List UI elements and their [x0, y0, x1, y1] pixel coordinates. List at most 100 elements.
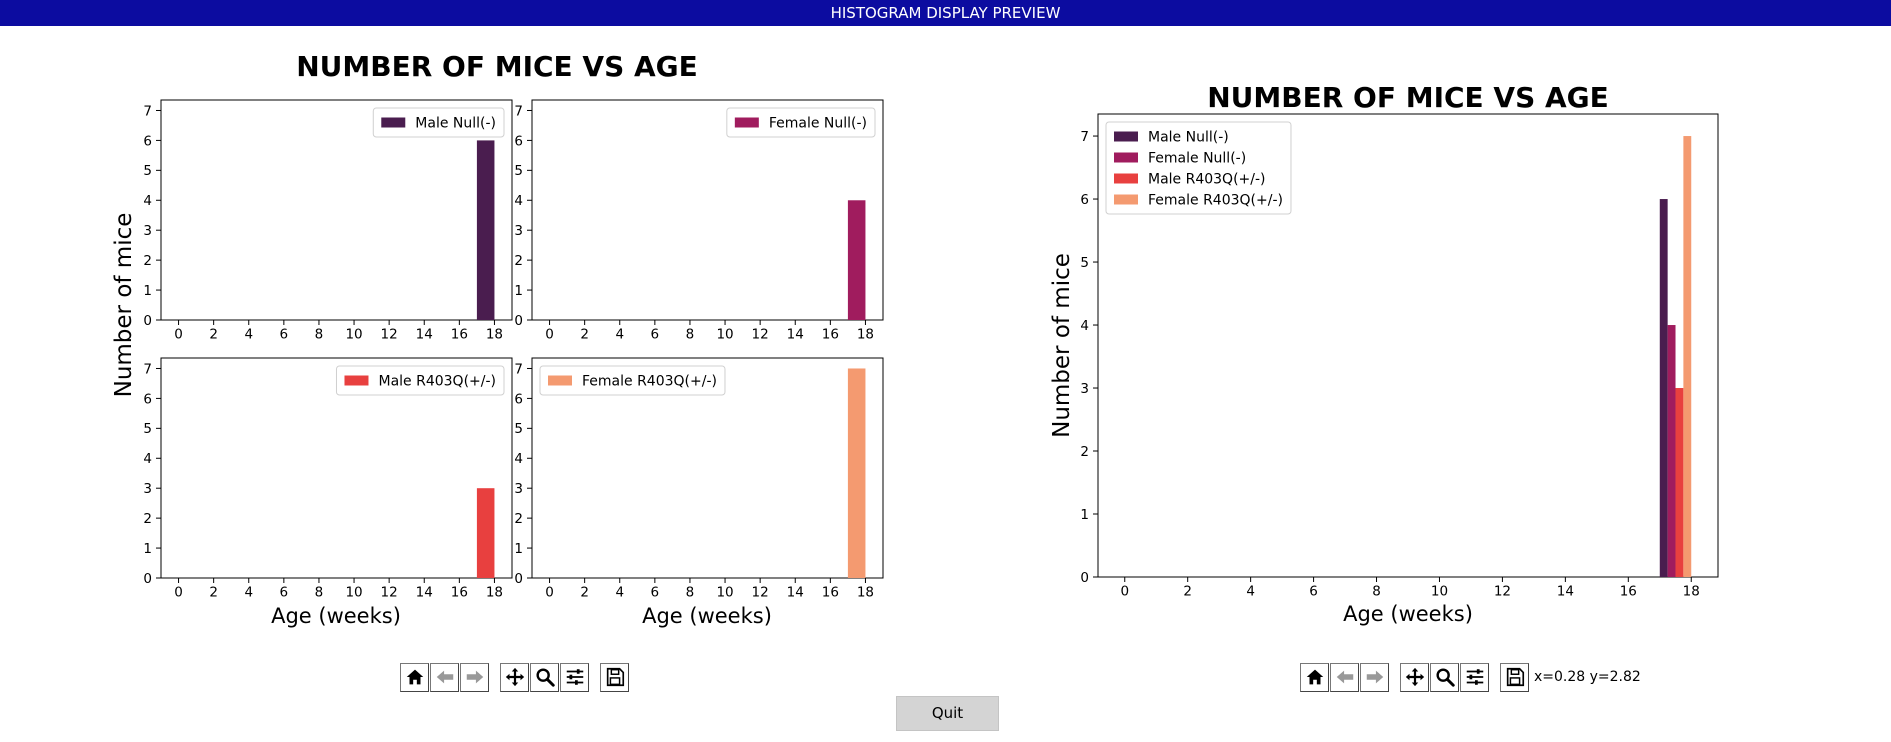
- back-button[interactable]: [430, 662, 459, 692]
- x-tick-label: 4: [615, 327, 624, 343]
- x-tick-label: 18: [1683, 584, 1700, 600]
- right-figure-title: NUMBER OF MICE VS AGE: [1207, 81, 1609, 114]
- floppy-disk-icon: [1506, 667, 1524, 687]
- left-x-axis-label-2: Age (weeks): [642, 604, 772, 628]
- x-tick-label: 12: [381, 585, 398, 601]
- y-tick-label: 5: [514, 163, 523, 179]
- right-y-axis-label: Number of mice: [1049, 253, 1075, 438]
- y-tick-label: 3: [514, 481, 523, 497]
- legend-label: Female Null(-): [1148, 151, 1246, 167]
- x-tick-label: 18: [857, 327, 874, 343]
- y-tick-label: 1: [514, 283, 523, 299]
- x-tick-label: 6: [651, 327, 660, 343]
- pan-button[interactable]: [1400, 662, 1429, 692]
- y-tick-label: 4: [514, 193, 523, 209]
- y-tick-label: 3: [514, 223, 523, 239]
- y-tick-label: 5: [143, 421, 152, 437]
- x-tick-label: 18: [857, 585, 874, 601]
- x-tick-label: 0: [1120, 584, 1129, 600]
- configure-subplots-button[interactable]: [560, 662, 589, 692]
- save-figure-button[interactable]: [600, 662, 629, 692]
- x-tick-label: 10: [1431, 584, 1448, 600]
- y-tick-label: 3: [143, 481, 152, 497]
- y-tick-label: 5: [514, 421, 523, 437]
- save-figure-button[interactable]: [1500, 662, 1529, 692]
- x-tick-label: 8: [315, 585, 324, 601]
- quit-button[interactable]: Quit: [896, 696, 999, 731]
- forward-button[interactable]: [460, 662, 489, 692]
- y-tick-label: 2: [143, 253, 152, 269]
- x-tick-label: 16: [451, 327, 468, 343]
- legend-label: Female R403Q(+/-): [582, 374, 717, 390]
- x-tick-label: 2: [580, 327, 589, 343]
- x-tick-label: 4: [244, 327, 253, 343]
- legend-box: [1105, 121, 1292, 215]
- y-tick-label: 4: [143, 451, 152, 467]
- histogram-bar: [476, 140, 495, 320]
- y-tick-label: 2: [514, 253, 523, 269]
- x-tick-label: 2: [209, 327, 218, 343]
- y-tick-label: 6: [1080, 192, 1089, 208]
- move-icon: [505, 667, 524, 687]
- left-figure-title: NUMBER OF MICE VS AGE: [296, 50, 698, 83]
- y-tick-label: 0: [143, 313, 152, 329]
- configure-subplots-button[interactable]: [1460, 662, 1489, 692]
- x-tick-label: 16: [1620, 584, 1637, 600]
- home-button[interactable]: [1300, 662, 1329, 692]
- pan-button[interactable]: [500, 662, 529, 692]
- y-tick-label: 1: [1080, 507, 1089, 523]
- y-tick-label: 1: [143, 541, 152, 557]
- window-title: HISTOGRAM DISPLAY PREVIEW: [0, 0, 1891, 26]
- x-tick-label: 10: [345, 327, 362, 343]
- histogram-bar: [1659, 199, 1668, 577]
- y-tick-label: 4: [514, 451, 523, 467]
- y-tick-label: 7: [514, 361, 523, 377]
- x-tick-label: 0: [545, 327, 554, 343]
- y-tick-label: 7: [1080, 129, 1089, 145]
- y-tick-label: 0: [1080, 570, 1089, 586]
- left-x-axis-label-1: Age (weeks): [271, 604, 401, 628]
- x-tick-label: 14: [787, 327, 804, 343]
- x-tick-label: 4: [244, 585, 253, 601]
- x-tick-label: 8: [686, 585, 695, 601]
- zoom-button[interactable]: [530, 662, 559, 692]
- legend-label: Male Null(-): [415, 116, 496, 132]
- histogram-bar: [847, 368, 866, 578]
- y-tick-label: 7: [514, 103, 523, 119]
- y-tick-label: 0: [514, 313, 523, 329]
- cursor-coordinates: x=0.28 y=2.82: [1534, 669, 1641, 685]
- legend-swatch: [1114, 173, 1138, 184]
- x-tick-label: 4: [1246, 584, 1255, 600]
- x-tick-label: 14: [1557, 584, 1574, 600]
- home-button[interactable]: [400, 662, 429, 692]
- legend-swatch: [344, 375, 369, 386]
- forward-button[interactable]: [1360, 662, 1389, 692]
- zoom-button[interactable]: [1430, 662, 1459, 692]
- x-tick-label: 18: [486, 327, 503, 343]
- y-tick-label: 2: [1080, 444, 1089, 460]
- x-tick-label: 6: [280, 327, 289, 343]
- legend-label: Female R403Q(+/-): [1148, 193, 1283, 209]
- legend-swatch: [734, 117, 759, 128]
- x-tick-label: 16: [451, 585, 468, 601]
- sliders-icon: [1466, 669, 1483, 685]
- back-button[interactable]: [1330, 662, 1359, 692]
- x-tick-label: 10: [716, 327, 733, 343]
- left-y-axis-label: Number of mice: [111, 213, 137, 398]
- x-tick-label: 0: [174, 585, 183, 601]
- magnifier-icon: [535, 668, 555, 687]
- move-icon: [1405, 667, 1424, 687]
- histogram-bar: [476, 488, 495, 578]
- legend-label: Male R403Q(+/-): [1148, 172, 1266, 188]
- y-tick-label: 4: [1080, 318, 1089, 334]
- x-tick-label: 2: [1183, 584, 1192, 600]
- x-tick-label: 10: [345, 585, 362, 601]
- legend-label: Male R403Q(+/-): [378, 374, 496, 390]
- y-tick-label: 2: [143, 511, 152, 527]
- histogram-bar: [847, 200, 866, 320]
- x-tick-label: 6: [1309, 584, 1318, 600]
